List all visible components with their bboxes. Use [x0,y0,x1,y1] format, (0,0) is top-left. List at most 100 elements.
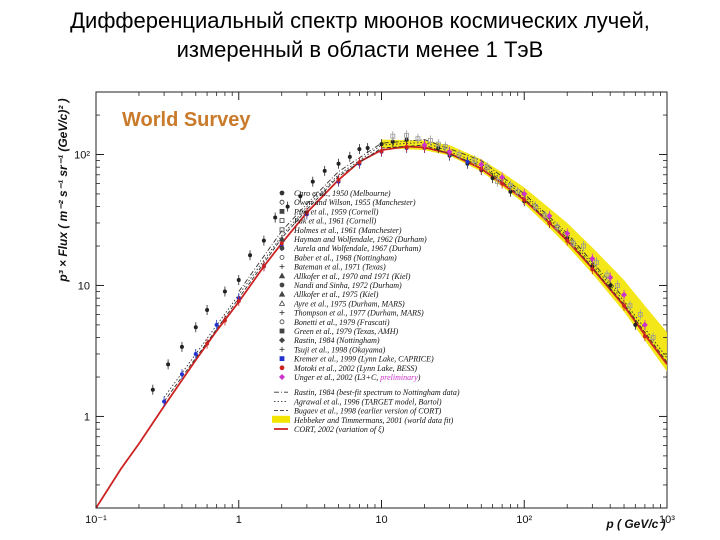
legend-label: Hayman and Wolfendale, 1962 (Durham) [293,235,427,244]
legend-item: Bonetti et al., 1979 (Frascati) [279,318,390,327]
data-point [456,149,462,160]
point-marker [542,213,548,219]
legend-item: Nandi and Sinha, 1972 (Durham) [279,281,402,290]
data-point [236,296,241,307]
data-point [478,159,485,170]
data-point [150,384,155,395]
data-point [365,143,370,154]
x-tick-label: 10³ [659,514,675,526]
point-marker [478,161,485,168]
point-marker [604,272,610,278]
point-marker [435,141,441,147]
legend-label: Aurela and Wolfendale, 1967 (Durham) [293,244,421,253]
legend-label: Owen and Wilson, 1955 (Manchester) [294,198,416,207]
point-marker [261,238,266,243]
point-marker [279,241,284,246]
legend-label: Holmes et al., 1961 (Manchester) [293,226,402,235]
data-point [435,139,441,150]
data-point [285,201,290,212]
slide-title-line-2: измеренный в области менее 1 ТэВ [176,37,544,62]
legend-label: Baber et al., 1968 (Nottingham) [294,253,397,262]
point-marker [193,325,198,330]
legend-marker [279,365,285,371]
legend-item: Tsuji et al., 1998 (Okayama) [279,345,386,354]
data-point [390,131,396,142]
legend-marker [279,374,285,380]
point-marker [627,303,633,309]
data-point [641,319,648,330]
legend-label: Rastin, 1984 (Nottingham) [293,336,380,345]
point-marker [379,149,384,154]
panel-title: World Survey [122,109,251,131]
legend-marker [279,227,285,233]
legend-marker [279,282,285,288]
point-marker [642,334,647,339]
point-marker [365,146,370,151]
legend-label: Nandi and Sinha, 1972 (Durham) [293,281,402,290]
point-marker [637,312,643,317]
legend-label: Kremer et al., 1999 (Lynn Lake, CAPRICE) [293,355,434,364]
point-marker [273,215,278,220]
point-marker [421,142,428,149]
legend-item: Bugaev et al., 1998 (earlier version of … [274,407,442,416]
point-marker [150,387,155,392]
legend-label-end: ) [417,373,421,382]
point-marker [179,344,184,349]
legend-item: Hayman and Wolfendale, 1962 (Durham) [278,235,427,244]
slide-title-line-1: Дифференциальный спектр мюонов космическ… [70,8,650,33]
data-point [484,162,490,173]
legend-item: Bateman et al., 1971 (Texas) [279,263,386,272]
legend-marker [279,337,285,344]
legend-marker [278,290,286,297]
data-point [533,201,538,212]
legend-item: Aurela and Wolfendale, 1967 (Durham) [279,244,421,253]
data-point [336,174,341,185]
point-marker [484,164,490,170]
point-marker [357,147,362,152]
point-marker [456,152,462,157]
legend-item: Rastin, 1984 (Nottingham) [279,336,380,345]
point-marker [522,197,527,202]
point-marker [390,139,395,144]
point-marker [650,335,656,340]
point-marker [495,179,500,185]
data-point [273,212,278,223]
data-point [554,221,560,232]
data-point [222,286,227,297]
point-marker [565,238,570,243]
legend-marker [279,319,285,325]
data-point [236,275,241,286]
legend-label-suffix: preliminary [379,373,418,382]
data-point [261,261,266,272]
legend-item: Thompson et al., 1977 (Durham, MARS) [279,309,424,318]
point-marker [633,322,638,327]
point-marker [521,190,528,197]
legend-label: Allkofer et al., 1970 and 1971 (Kiel) [293,272,411,281]
x-axis-title: p ( GeV/c ) [605,517,665,531]
point-marker [357,160,362,165]
point-marker [608,283,613,288]
point-marker [415,136,421,142]
point-marker [546,212,553,219]
point-marker [390,133,396,139]
data-point [421,140,428,151]
legend-item: Kremer et al., 1999 (Lynn Lake, CAPRICE) [279,355,434,364]
data-point [442,141,448,152]
y-tick-label: 1 [84,411,90,423]
legend-item: CORT, 2002 (variation of ξ) [274,425,385,434]
data-point [564,228,571,239]
data-point [650,332,656,343]
point-marker [490,176,495,181]
legend-item: Motoki et al., 2002 (Lynn Lake, BESS) [279,364,417,373]
point-marker [205,341,210,346]
point-marker [222,289,227,294]
point-marker [508,189,513,194]
point-marker [222,318,227,323]
legend-marker [279,254,285,260]
x-tick-label: 10⁻¹ [85,514,107,526]
data-point [472,155,478,166]
data-point [214,319,219,330]
data-point [604,270,610,281]
